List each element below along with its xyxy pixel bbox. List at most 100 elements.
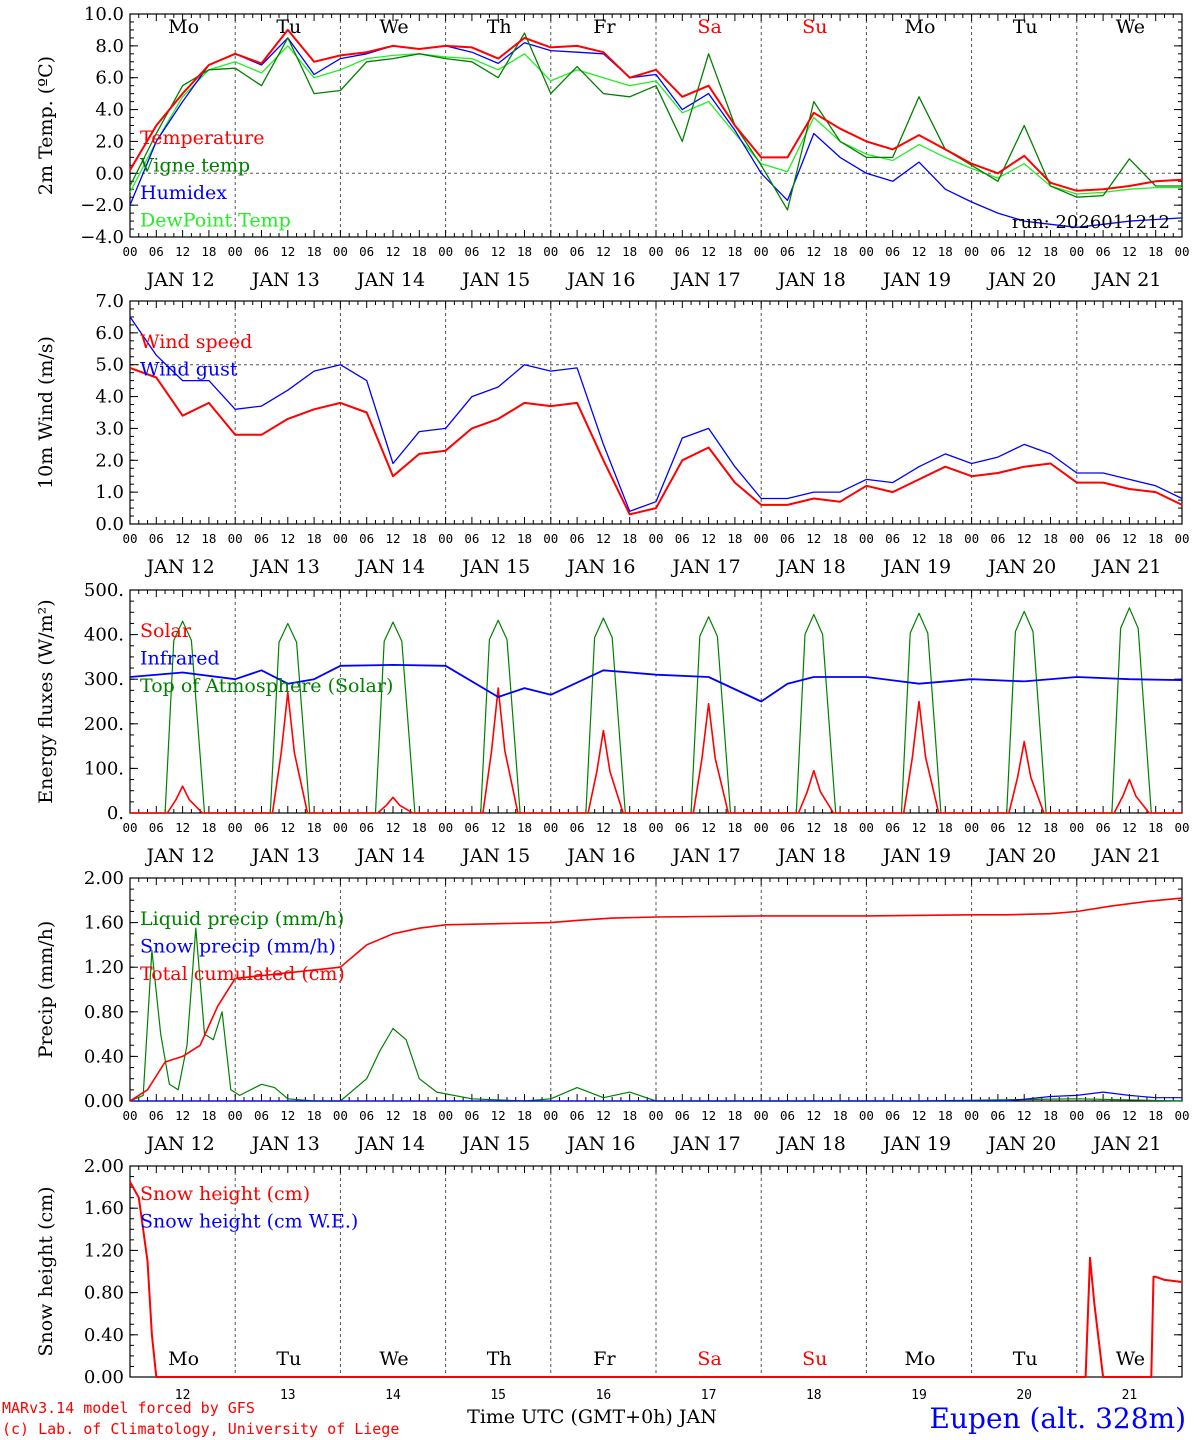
y-tick-label: 4.0 [95, 387, 124, 408]
hour-tick-label: 06 [1096, 1108, 1111, 1123]
y-tick-label: 0.00 [84, 1091, 124, 1112]
day-number-label: 18 [806, 1388, 822, 1403]
hour-tick-label: 06 [570, 820, 585, 835]
run-label: run: 2026011212 [1012, 212, 1170, 233]
hour-tick-label: 00 [438, 244, 453, 259]
y-axis-label: 10m Wind (m/s) [35, 336, 57, 489]
hour-tick-label: 00 [228, 820, 243, 835]
y-axis-label: 2m Temp. (ºC) [35, 56, 57, 195]
hour-tick-label: 00 [228, 1108, 243, 1123]
legend-entry: Top of Atmosphere (Solar) [140, 675, 393, 697]
day-number-label: 12 [175, 1388, 191, 1403]
weekday-label: We [1116, 16, 1145, 38]
hour-tick-label: 00 [754, 244, 769, 259]
date-label: JAN 20 [986, 1133, 1056, 1155]
hour-tick-label: 00 [648, 820, 663, 835]
hour-tick-label: 12 [491, 1108, 506, 1123]
y-tick-label: 0. [107, 803, 124, 824]
hour-tick-label: 00 [964, 244, 979, 259]
date-label: JAN 21 [1091, 845, 1161, 867]
y-tick-label: 0.0 [95, 163, 124, 184]
hour-tick-label: 06 [464, 820, 479, 835]
hour-tick-label: 18 [622, 1108, 637, 1123]
snow-height-line [129, 1181, 1183, 1378]
date-label: JAN 12 [145, 556, 215, 578]
day-number-label: 16 [596, 1388, 612, 1403]
date-label: JAN 14 [355, 269, 425, 291]
hour-tick-label: 00 [1174, 1108, 1189, 1123]
hour-tick-label: 00 [859, 244, 874, 259]
date-label: JAN 15 [460, 845, 530, 867]
hour-tick-label: 06 [254, 244, 269, 259]
day-number-label: 19 [911, 1388, 927, 1403]
date-label: JAN 21 [1091, 556, 1161, 578]
snow-precip-line [130, 1091, 1182, 1102]
date-label: JAN 18 [776, 845, 846, 867]
date-label: JAN 14 [355, 1133, 425, 1155]
hour-tick-label: 06 [149, 1108, 164, 1123]
weekday-label: We [379, 1348, 408, 1370]
legend-entry: Solar [140, 620, 192, 642]
hour-tick-label: 06 [1096, 820, 1111, 835]
hour-tick-label: 18 [727, 1108, 742, 1123]
hour-tick-label: 18 [622, 820, 637, 835]
legend-entry: Vigne temp [139, 155, 250, 177]
hour-tick-label: 18 [1043, 1108, 1058, 1123]
date-label: JAN 20 [986, 556, 1056, 578]
y-tick-label: 0.0 [95, 514, 124, 535]
hour-tick-label: 00 [333, 531, 348, 546]
y-axis-label: Precip (mm/h) [35, 921, 57, 1059]
hour-tick-label: 00 [754, 1108, 769, 1123]
hour-tick-label: 18 [833, 820, 848, 835]
hour-tick-label: 12 [911, 1108, 926, 1123]
hour-tick-label: 12 [175, 531, 190, 546]
date-label: JAN 16 [565, 556, 635, 578]
weekday-label: Tu [276, 16, 301, 38]
hour-tick-label: 18 [307, 531, 322, 546]
hour-tick-label: 12 [806, 531, 821, 546]
hour-tick-label: 06 [675, 244, 690, 259]
hour-tick-label: 06 [570, 244, 585, 259]
y-tick-label: 400. [84, 625, 124, 646]
hour-tick-label: 06 [149, 531, 164, 546]
hour-tick-label: 18 [938, 531, 953, 546]
day-number-label: 14 [385, 1388, 401, 1403]
hour-tick-label: 12 [385, 531, 400, 546]
weekday-label: Sa [697, 16, 721, 38]
hour-tick-label: 06 [990, 244, 1005, 259]
hour-tick-label: 12 [491, 531, 506, 546]
hour-tick-label: 18 [412, 1108, 427, 1123]
weekday-label: We [379, 16, 408, 38]
hour-tick-label: 12 [175, 820, 190, 835]
hour-tick-label: 06 [885, 531, 900, 546]
date-label: JAN 16 [565, 269, 635, 291]
hour-tick-label: 18 [307, 820, 322, 835]
hour-tick-label: 06 [359, 1108, 374, 1123]
hour-tick-label: 00 [1069, 820, 1084, 835]
date-label: JAN 19 [881, 556, 951, 578]
hour-tick-label: 12 [175, 1108, 190, 1123]
hour-tick-label: 00 [543, 1108, 558, 1123]
series-humidex [129, 37, 1183, 229]
hour-tick-label: 06 [254, 1108, 269, 1123]
hour-tick-label: 18 [412, 820, 427, 835]
y-tick-label: 0.00 [84, 1367, 124, 1388]
date-label: JAN 16 [565, 1133, 635, 1155]
y-tick-label: 300. [84, 669, 124, 690]
day-number-label: 13 [280, 1388, 296, 1403]
hour-tick-label: 12 [280, 1108, 295, 1123]
hour-tick-label: 12 [1122, 244, 1137, 259]
hour-tick-label: 12 [596, 820, 611, 835]
hour-tick-label: 12 [280, 244, 295, 259]
weekday-label: Su [802, 16, 827, 38]
date-label: JAN 20 [986, 269, 1056, 291]
date-label: JAN 12 [145, 269, 215, 291]
y-tick-label: 0.40 [84, 1046, 124, 1067]
y-tick-label: 2.0 [95, 450, 124, 471]
weekday-label: Su [802, 1348, 827, 1370]
hour-tick-label: 12 [596, 1108, 611, 1123]
y-tick-label: −2.0 [80, 195, 124, 216]
y-tick-label: 6.0 [95, 323, 124, 344]
hour-tick-label: 12 [911, 820, 926, 835]
